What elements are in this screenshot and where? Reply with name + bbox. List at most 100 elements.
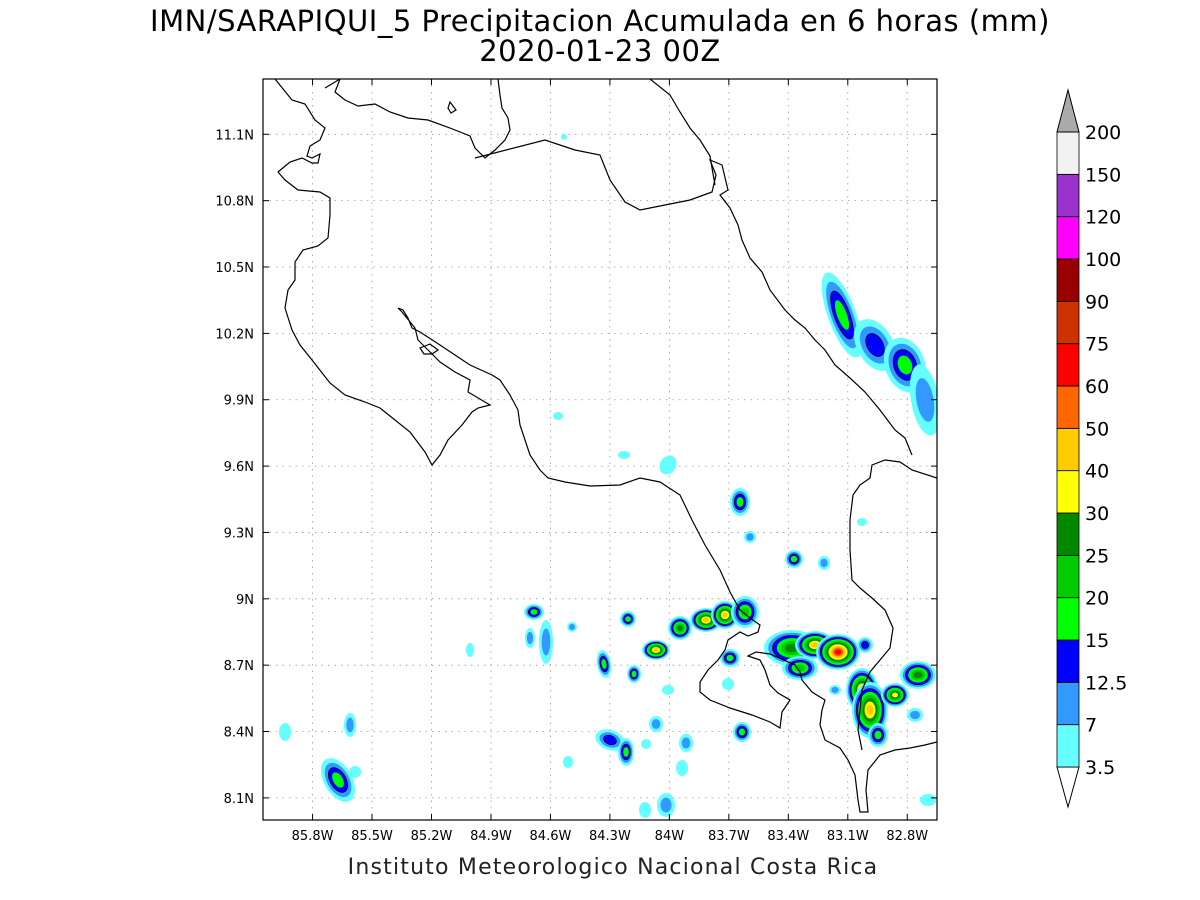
colorbar-swatch [1056,470,1080,514]
precip-cell [782,656,818,680]
precip-cell [659,455,677,475]
precip-contour [641,739,651,749]
precip-cell [907,708,923,722]
colorbar-swatch [1056,597,1080,641]
precip-cell [657,793,675,817]
precip-contour [563,756,573,768]
precip-contour [910,710,920,720]
colorbar-upper-arrow [1056,88,1080,133]
precip-contour [866,704,874,716]
precip-contour [659,455,677,475]
precip-contour [618,451,630,459]
precip-cell [344,713,356,737]
precip-cell [627,665,641,683]
gulf-island [419,343,440,355]
colorbar-label: 3.5 [1085,757,1115,779]
precip-contour [349,766,361,778]
lat-tick-label: 10.2N [215,327,254,342]
lake-outline [447,100,457,114]
precip-contour [623,747,629,757]
precip-cell [909,364,937,436]
precip-cell [900,661,936,689]
precip-cell [561,134,567,140]
precip-contour [553,412,563,420]
precip-cell [595,729,625,751]
colorbar-label: 30 [1085,503,1109,525]
precip-cell [668,616,692,640]
precip-cell [649,716,663,732]
precip-contour [831,686,839,694]
precip-contour [913,671,923,679]
colorbar-swatch [1056,343,1080,387]
precip-cell [857,518,867,526]
colorbar-label: 100 [1085,249,1121,271]
lat-tick-label: 9N [236,593,254,608]
colorbar-lower-arrow [1056,766,1080,809]
axis-ticks: 85.8W 85.5W 85.2W 84.9W 84.6W 84.3W 84W 83.7W 83… [215,79,937,844]
colorbar-swatch [1056,427,1080,472]
precip-cell [618,451,630,459]
precip-contour [892,692,898,698]
precip-cell [596,650,612,678]
lat-tick-label: 10.5N [215,261,254,276]
lon-tick-label: 85.2W [411,829,453,844]
precip-cell [567,622,577,632]
precip-contour [897,355,913,375]
map-grid [263,79,937,820]
precip-cell [553,412,563,420]
colorbar-swatch [1056,639,1080,683]
precip-contour [332,772,344,788]
map-plot-area: 85.8W 85.5W 85.2W 84.9W 84.6W 84.3W 84W 83.7W 83… [215,78,938,844]
colorbar-label: 12.5 [1085,672,1127,694]
precip-contour [466,643,474,657]
lon-tick-label: 84.9W [470,829,512,844]
precip-cell [642,640,670,660]
colorbar-label: 40 [1085,461,1109,483]
colorbar-swatch [1056,258,1080,302]
precip-cell [920,794,936,806]
precip-contour [920,794,936,806]
precip-contour [726,654,734,662]
precip-contour [681,737,691,749]
precip-contour [834,300,850,330]
precip-contour [811,642,819,648]
footer-institution: Instituto Meteorologico Nacional Costa R… [347,855,879,880]
colorbar-label: 120 [1085,207,1121,229]
precip-cell [662,685,674,695]
lat-tick-label: 8.7N [224,659,254,674]
precip-cell [639,802,651,818]
precip-contour [662,685,674,695]
precip-cell [720,649,740,667]
precip-cell [279,723,291,741]
precip-contour [603,734,617,746]
precip-cell [563,756,573,768]
lon-tick-label: 83.4W [767,829,809,844]
colorbar-label: 150 [1085,164,1121,186]
lat-tick-label: 8.4N [224,726,254,741]
precip-contour [660,797,672,813]
lon-tick-label: 84.6W [530,829,572,844]
precip-contour [279,723,291,741]
coastline-caribbean [334,79,511,159]
lon-tick-label: 83.7W [708,829,750,844]
precip-contour [746,533,754,541]
colorbar: 3.5 7 12.5 15 20 25 30 40 50 60 75 90 100 120 150 200 [1056,88,1127,809]
colorbar-swatch [1056,512,1080,556]
colorbar-swatch [1056,131,1080,175]
precip-cell [618,738,634,766]
precip-contour [676,760,688,776]
precip-cell [818,556,830,570]
precip-cell [785,550,803,568]
precip-contour [530,609,538,615]
precip-contour [526,631,534,645]
precip-cell [679,734,693,752]
colorbar-swatch [1056,300,1080,345]
precip-contour [722,678,734,690]
precip-contour [736,497,744,507]
precip-contour [794,664,806,672]
precip-cell [816,634,860,670]
colorbar-label: 60 [1085,376,1109,398]
precip-contour [915,378,935,422]
precip-contour [541,628,551,656]
